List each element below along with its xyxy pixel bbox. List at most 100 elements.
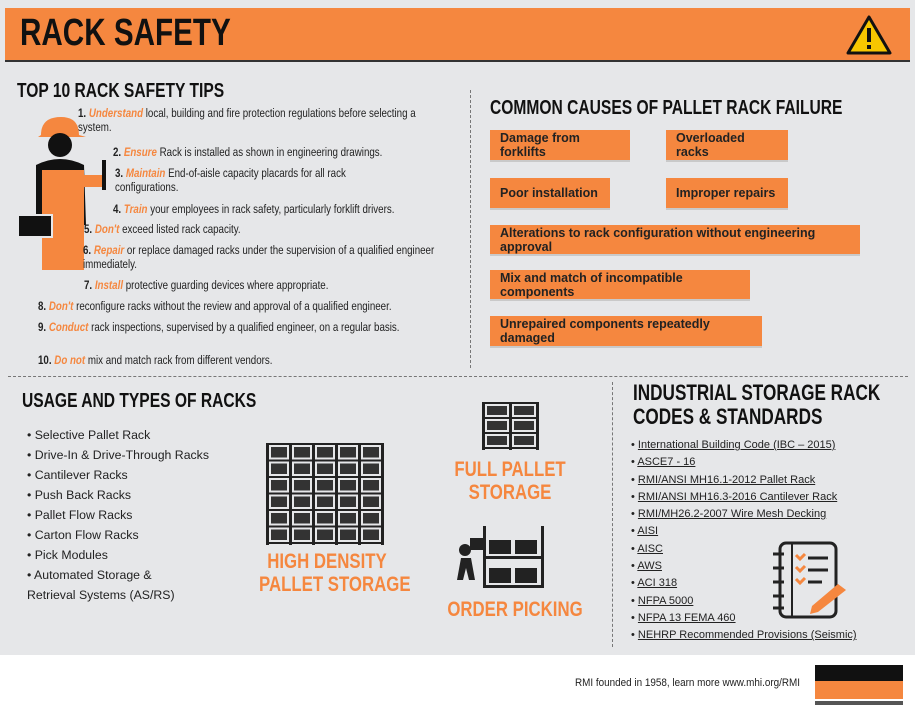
order-picking-icon bbox=[457, 526, 544, 588]
rack-types-list: • Selective Pallet Rack • Drive-In & Dri… bbox=[27, 425, 209, 605]
pallet bbox=[363, 529, 379, 540]
tip-item: 8. Don't reconfigure racks without the r… bbox=[38, 299, 392, 313]
standard-link[interactable]: • RMI/ANSI MH16.1-2012 Pallet Rack bbox=[631, 473, 816, 486]
cause-box: Mix and match of incompatible components bbox=[490, 270, 750, 301]
list-item: • Carton Flow Racks bbox=[27, 528, 139, 542]
tip-item: 9. Conduct rack inspections, supervised … bbox=[38, 320, 400, 334]
pallet bbox=[340, 529, 356, 540]
pallet bbox=[363, 463, 379, 474]
pallet bbox=[317, 496, 333, 507]
standard-link[interactable]: • ACI 318 bbox=[631, 577, 678, 590]
pallet bbox=[340, 513, 356, 524]
pallet bbox=[271, 529, 287, 540]
list-item: • Drive-In & Drive-Through Racks bbox=[27, 448, 209, 462]
rack-beam bbox=[482, 402, 539, 404]
tip-item: 3. Maintain End-of-aisle capacity placar… bbox=[115, 166, 346, 194]
pallet bbox=[514, 421, 534, 430]
rack-beam bbox=[482, 417, 539, 419]
cause-box: Poor installation bbox=[490, 178, 610, 210]
rack-beam bbox=[266, 443, 384, 445]
list-item: • Push Back Racks bbox=[27, 488, 132, 502]
high-density-rack-icon bbox=[266, 443, 384, 545]
standards-heading: INDUSTRIAL STORAGE RACK CODES & STANDARDS bbox=[633, 380, 881, 429]
tip-item: 6. Repair or replace damaged racks under… bbox=[83, 243, 435, 271]
standard-link[interactable]: • AWS bbox=[631, 560, 662, 573]
pallet bbox=[317, 447, 333, 458]
pallet bbox=[340, 463, 356, 474]
high-density-label: HIGH DENSITY PALLET STORAGE bbox=[259, 550, 411, 596]
pallet bbox=[294, 513, 310, 524]
pallet bbox=[514, 406, 534, 415]
checklist-icon bbox=[773, 541, 846, 619]
pallet bbox=[487, 436, 507, 445]
list-item: • Pallet Flow Racks bbox=[27, 508, 133, 522]
rack-beam bbox=[266, 492, 384, 495]
pallet bbox=[294, 463, 310, 474]
list-item: • Automated Storage & bbox=[27, 568, 152, 582]
full-pallet-label: FULL PALLET STORAGE bbox=[454, 458, 566, 504]
standard-link[interactable]: • RMI/MH26.2-2007 Wire Mesh Decking bbox=[631, 508, 827, 521]
list-item: • Pick Modules bbox=[27, 548, 108, 562]
warning-icon bbox=[846, 15, 892, 55]
pallet bbox=[363, 480, 379, 491]
pallet bbox=[271, 447, 287, 458]
divider bbox=[612, 382, 613, 647]
pallet bbox=[271, 513, 287, 524]
pallet bbox=[514, 436, 534, 445]
header-bar bbox=[5, 8, 910, 62]
tip-item: 2. Ensure Rack is installed as shown in … bbox=[113, 145, 383, 159]
background bbox=[0, 0, 915, 655]
usage-heading: USAGE AND TYPES OF RACKS bbox=[22, 390, 257, 412]
pallet bbox=[294, 480, 310, 491]
pallet bbox=[271, 496, 287, 507]
pallet bbox=[340, 447, 356, 458]
pallet bbox=[363, 447, 379, 458]
standard-link[interactable]: • ASCE7 - 16 bbox=[631, 456, 696, 469]
footer-text: RMI founded in 1958, learn more www.mhi.… bbox=[575, 677, 801, 689]
rack-upright bbox=[509, 402, 512, 450]
page-title: RACK SAFETY bbox=[20, 12, 231, 54]
full-pallet-rack-icon bbox=[482, 402, 539, 450]
tip-item: 10. Do not mix and match rack from diffe… bbox=[38, 353, 273, 367]
pallet bbox=[340, 480, 356, 491]
divider bbox=[8, 376, 908, 377]
rack-beam bbox=[482, 432, 539, 434]
tip-item: 1. Understand local, building and fire p… bbox=[78, 106, 416, 134]
standard-link[interactable]: • NFPA 13 FEMA 460 bbox=[631, 611, 736, 624]
list-item: • Cantilever Racks bbox=[27, 468, 128, 482]
rack-upright bbox=[536, 402, 539, 450]
cause-box: Overloaded racks bbox=[666, 130, 788, 162]
pallet bbox=[317, 480, 333, 491]
tip-item: 7. Install protective guarding devices w… bbox=[84, 278, 329, 292]
list-item: Retrieval Systems (AS/RS) bbox=[27, 588, 175, 602]
pallet bbox=[363, 496, 379, 507]
divider bbox=[470, 90, 471, 368]
rack-beam bbox=[266, 525, 384, 528]
rmi-logo bbox=[815, 665, 903, 705]
pallet bbox=[317, 463, 333, 474]
standard-link[interactable]: • International Building Code (IBC – 201… bbox=[631, 439, 836, 451]
tips-heading: TOP 10 RACK SAFETY TIPS bbox=[17, 80, 225, 102]
rack-beam bbox=[482, 447, 539, 449]
pallet bbox=[340, 496, 356, 507]
standard-link[interactable]: • NEHRP Recommended Provisions (Seismic) bbox=[631, 629, 857, 642]
list-item: • Selective Pallet Rack bbox=[27, 428, 151, 442]
standard-link[interactable]: • AISC bbox=[631, 542, 663, 555]
rack-beam bbox=[266, 509, 384, 511]
standard-link[interactable]: • NFPA 5000 bbox=[631, 594, 694, 607]
causes-heading: COMMON CAUSES OF PALLET RACK FAILURE bbox=[490, 97, 843, 119]
cause-box: Damage from forklifts bbox=[490, 130, 630, 162]
standard-link[interactable]: • AISI bbox=[631, 525, 659, 538]
cause-box: Alterations to rack configuration withou… bbox=[490, 225, 860, 256]
standards-list: • International Building Code (IBC – 201… bbox=[631, 437, 857, 645]
cause-box: Improper repairs bbox=[666, 178, 788, 210]
standard-link[interactable]: • RMI/ANSI MH16.3-2016 Cantilever Rack bbox=[631, 490, 838, 503]
tip-item: 4. Train your employees in rack safety, … bbox=[113, 202, 395, 216]
pallet bbox=[363, 513, 379, 524]
pallet bbox=[271, 463, 287, 474]
pallet bbox=[487, 421, 507, 430]
order-picking-label: ORDER PICKING bbox=[447, 598, 583, 621]
pallet bbox=[487, 406, 507, 415]
worker-icon bbox=[17, 117, 106, 270]
pallet bbox=[294, 496, 310, 507]
